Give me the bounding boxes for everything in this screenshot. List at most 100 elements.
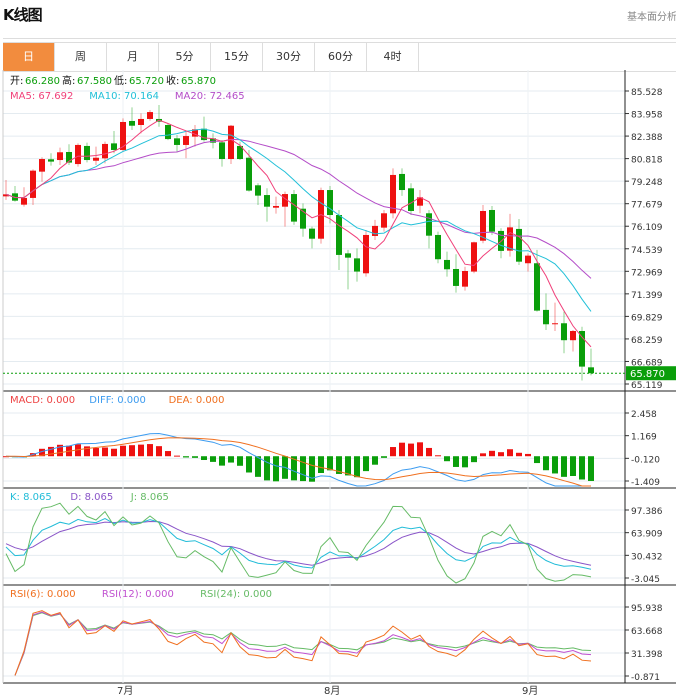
candle-body xyxy=(588,367,594,374)
candle-body xyxy=(237,145,243,160)
candle-body xyxy=(93,157,99,161)
x-axis-label: 8月 xyxy=(324,685,340,697)
macd-bar xyxy=(471,456,477,463)
macd-bar xyxy=(237,456,243,466)
candle xyxy=(192,124,198,147)
macd-bar xyxy=(156,446,162,457)
macd-bar xyxy=(273,456,279,482)
macd-bar xyxy=(111,448,117,457)
candle xyxy=(417,190,423,214)
candle xyxy=(273,196,279,214)
candle xyxy=(84,142,90,163)
macd-bar xyxy=(201,456,207,461)
axis-tick-label: 1.169 xyxy=(631,433,657,443)
macd-legend: DIFF: 0.000 xyxy=(89,395,146,406)
macd-bar xyxy=(219,456,225,466)
candle xyxy=(552,302,558,332)
macd-bar xyxy=(57,444,63,457)
axis-tick-label: 97.386 xyxy=(631,507,663,517)
fundamental-analysis-link[interactable]: 基本面分析> xyxy=(627,12,676,23)
tab-15min[interactable]: 15分 xyxy=(211,43,263,71)
rsi6-line xyxy=(14,610,592,676)
k-line xyxy=(5,518,592,570)
candle-body xyxy=(354,258,360,272)
tab-60min[interactable]: 60分 xyxy=(315,43,367,71)
candle-body xyxy=(309,228,315,239)
candle-body xyxy=(147,112,153,119)
tab-month[interactable]: 月 xyxy=(107,43,159,71)
rsi-legend: RSI(24): 0.000 xyxy=(200,589,272,600)
macd-bar xyxy=(570,456,576,476)
candle xyxy=(291,190,297,225)
page-title: K线图 xyxy=(3,6,43,24)
axis-tick-label: 80.818 xyxy=(631,156,663,166)
axis-tick-label: 72.969 xyxy=(631,268,663,278)
macd-bar xyxy=(426,447,432,457)
ohlc-value: 67.580 xyxy=(77,76,112,87)
candle-body xyxy=(84,145,90,161)
candle xyxy=(588,348,594,376)
candle xyxy=(561,311,567,354)
candle-body xyxy=(363,234,369,274)
candle xyxy=(516,219,522,265)
tab-30min[interactable]: 30分 xyxy=(263,43,315,71)
macd-bar xyxy=(129,445,135,457)
candle-body xyxy=(219,142,225,160)
ohlc-label: 高: xyxy=(62,74,75,87)
candle xyxy=(75,143,81,167)
diff-line xyxy=(5,432,591,487)
axis-tick-label: -0.871 xyxy=(631,673,660,683)
macd-bar xyxy=(354,456,360,478)
candle-body xyxy=(426,213,432,236)
candle-body xyxy=(453,268,459,286)
axis-tick-label: 69.829 xyxy=(631,313,663,323)
candle xyxy=(408,183,414,216)
macd-bar xyxy=(84,446,90,457)
candle xyxy=(309,226,315,249)
candle xyxy=(246,149,252,192)
macd-bar xyxy=(3,456,9,458)
axis-tick-label: 68.259 xyxy=(631,336,663,346)
macd-bar xyxy=(300,456,306,482)
macd-bar xyxy=(363,456,369,472)
candle xyxy=(354,248,360,282)
macd-bar xyxy=(543,456,549,471)
candle xyxy=(381,209,387,232)
candle xyxy=(138,113,144,134)
axis-tick-label: -1.409 xyxy=(631,478,660,488)
candle xyxy=(300,203,306,237)
tab-day[interactable]: 日 xyxy=(3,43,55,71)
ma-legend: MA20: 72.465 xyxy=(175,91,245,102)
candle xyxy=(471,241,477,274)
candle xyxy=(129,107,135,131)
candle-body xyxy=(300,208,306,229)
ohlc-label: 开: xyxy=(10,76,23,87)
macd-bar xyxy=(399,442,405,457)
macd-bar xyxy=(48,446,54,457)
rsi-legend: RSI(12): 0.000 xyxy=(102,589,174,600)
candle xyxy=(174,135,180,152)
candle xyxy=(399,168,405,196)
candle-body xyxy=(120,121,126,150)
ma20-line xyxy=(5,138,592,279)
macd-bar xyxy=(462,456,468,468)
tab-4hour[interactable]: 4时 xyxy=(367,43,419,71)
axis-tick-label: 65.119 xyxy=(631,381,663,391)
candle xyxy=(435,231,441,264)
candle-body xyxy=(273,205,279,208)
ma10-line xyxy=(5,128,592,312)
macd-bar xyxy=(588,456,594,481)
candle xyxy=(264,188,270,222)
candle-body xyxy=(390,174,396,214)
axis-tick-label: 95.938 xyxy=(631,604,663,614)
candle xyxy=(426,209,432,249)
tab-week[interactable]: 周 xyxy=(55,43,107,71)
tab-5min[interactable]: 5分 xyxy=(159,43,211,71)
macd-bar xyxy=(264,456,270,481)
candle xyxy=(363,229,369,277)
ma-legend: MA10: 70.164 xyxy=(89,91,159,102)
candle-body xyxy=(111,143,117,150)
candle xyxy=(255,183,261,205)
